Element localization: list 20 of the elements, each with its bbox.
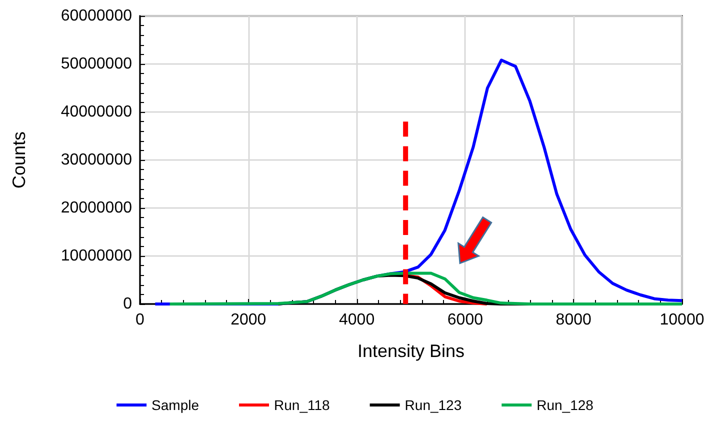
line-series <box>168 272 684 306</box>
x-axis-title: Intensity Bins <box>357 341 465 361</box>
x-tick-label: 4000 <box>339 312 375 328</box>
x-tick-label: 0 <box>136 312 145 328</box>
y-tick-label: 0 <box>123 296 132 312</box>
legend-label: Run_118 <box>274 397 330 413</box>
y-tick-label: 50000000 <box>60 56 132 72</box>
y-axis-title: Counts <box>9 131 29 189</box>
legend-label: Sample <box>152 397 200 413</box>
y-tick-label: 40000000 <box>60 104 132 120</box>
x-tick-label: 6000 <box>447 312 484 328</box>
y-tick-label: 30000000 <box>60 152 132 168</box>
x-tick-label: 10000 <box>660 312 704 328</box>
x-tick-label: 8000 <box>556 312 592 328</box>
legend-label: Run_128 <box>536 397 594 413</box>
y-tick-label: 60000000 <box>60 8 132 24</box>
legend-label: Run_123 <box>404 397 462 413</box>
y-tick-label: 20000000 <box>60 200 132 216</box>
x-tick-label: 2000 <box>230 312 266 328</box>
y-tick-label: 10000000 <box>60 248 132 264</box>
